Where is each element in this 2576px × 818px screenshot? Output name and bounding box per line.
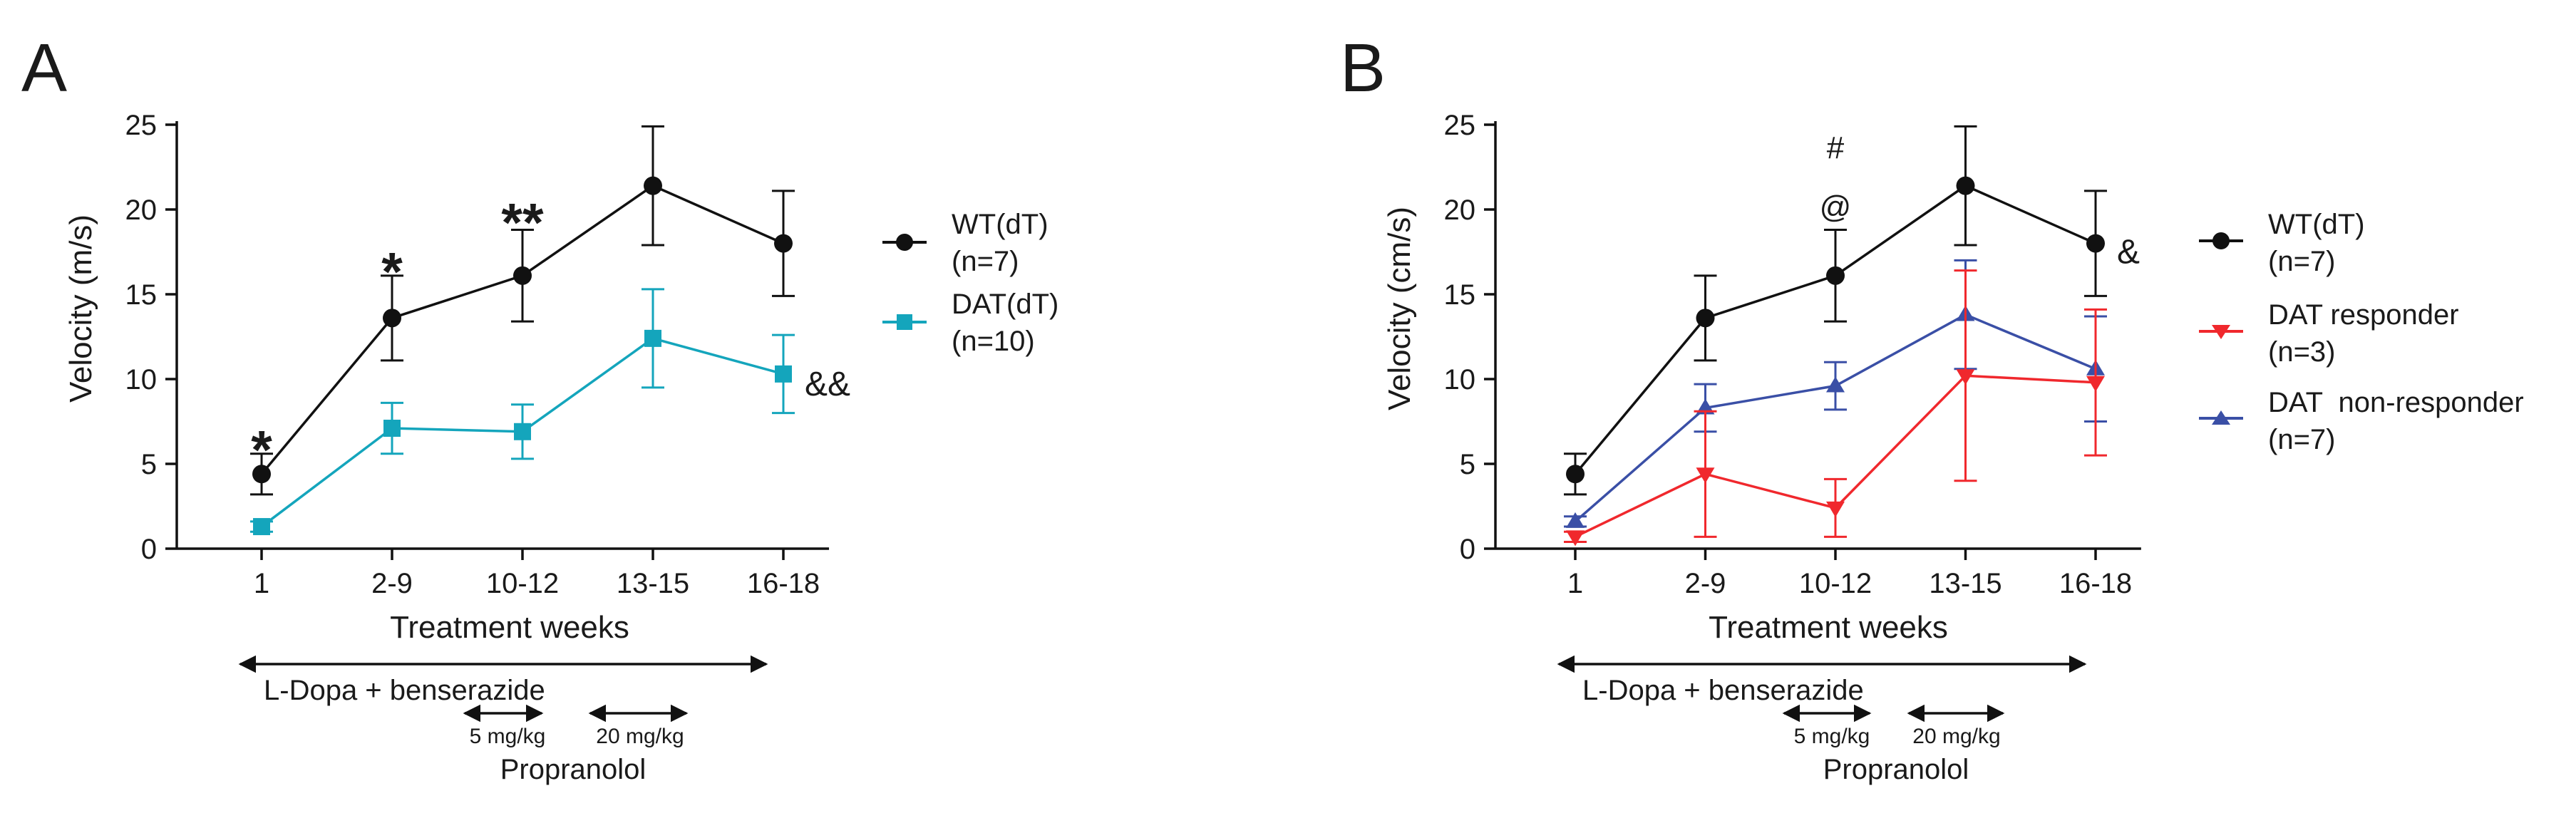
panel-b-y-tick-label: 0 bbox=[1460, 534, 1475, 565]
panel-a-series-1-point bbox=[644, 329, 661, 347]
panel-b-significance-mark: # bbox=[1827, 130, 1845, 165]
panel-a-legend: WT(dT) (n=7) DAT(dT) (n=10) bbox=[882, 209, 1058, 357]
panel-a-series-1-point bbox=[775, 365, 792, 383]
legend-label-responder: DAT responder bbox=[2268, 299, 2459, 331]
panel-b-y-tick-label: 15 bbox=[1444, 279, 1476, 311]
main-treatment-label-b: L-Dopa + benserazide bbox=[1582, 675, 1864, 706]
panel-a-y-tick-label: 15 bbox=[125, 279, 158, 311]
legend-n-dat: (n=10) bbox=[952, 326, 1035, 357]
panel-b-series-0-point bbox=[2086, 234, 2105, 253]
panel-b-treatment-annotations: L-Dopa + benserazide 5 mg/kg 20 mg/kg Pr… bbox=[1557, 655, 2087, 785]
legend-item-wt: WT(dT) (n=7) bbox=[882, 209, 1049, 277]
panel-b-x-tick-label: 10-12 bbox=[1799, 568, 1872, 599]
legend-marker-responder bbox=[2212, 325, 2230, 339]
panel-b-significance-mark: @ bbox=[1820, 190, 1852, 224]
dose-20-label: 20 mg/kg bbox=[596, 725, 684, 748]
legend-label-wt-b: WT(dT) bbox=[2268, 209, 2365, 240]
panel-a-series-1-point bbox=[514, 423, 531, 440]
legend-marker-nonresponder bbox=[2212, 410, 2230, 425]
panel-a-significance-mark: && bbox=[805, 366, 850, 403]
legend-item-wt-b: WT(dT) (n=7) bbox=[2199, 209, 2365, 277]
panel-b-x-tick-label: 2-9 bbox=[1685, 568, 1726, 599]
panel-a-x-tick-label: 10-12 bbox=[486, 568, 559, 599]
panel-b-series-1-point bbox=[1956, 369, 1975, 385]
panel-a-x-axis-title: Treatment weeks bbox=[390, 610, 629, 645]
panel-b-letter: B bbox=[1340, 30, 1386, 106]
legend-label-dat: DAT(dT) bbox=[952, 289, 1058, 320]
panel-a-series-0-point bbox=[644, 176, 662, 195]
legend-n-wt: (n=7) bbox=[952, 246, 1019, 277]
panel-a-x-tick-label: 2-9 bbox=[371, 568, 413, 599]
panel-b-significance-mark: & bbox=[2117, 234, 2140, 271]
legend-label-nonresponder: DAT non-responder bbox=[2268, 387, 2524, 418]
panel-a-series-1-point bbox=[253, 518, 270, 536]
panel-b-x-axis-title: Treatment weeks bbox=[1709, 610, 1948, 645]
panel-b-x-tick-label: 1 bbox=[1567, 568, 1583, 599]
panel-a-x-tick-label: 13-15 bbox=[617, 568, 689, 599]
panel-b-series-2-point bbox=[1826, 376, 1845, 393]
legend-n-responder: (n=3) bbox=[2268, 336, 2336, 368]
panel-a-y-tick-label: 5 bbox=[141, 449, 157, 480]
dose-5-label: 5 mg/kg bbox=[470, 725, 546, 748]
panel-b-series-0-point bbox=[1956, 176, 1975, 195]
chart-panel-b: B 0 5 10 15 20 25 1 2-9 10-12 13-15 16-18 # @ & Veloc… bbox=[1340, 30, 2524, 785]
legend-n-nonresponder: (n=7) bbox=[2268, 424, 2336, 455]
panel-a-y-tick-label: 20 bbox=[125, 195, 158, 226]
panel-b-y-tick-label: 10 bbox=[1444, 364, 1476, 395]
panel-a-letter: A bbox=[21, 30, 67, 106]
legend-item-nonresponder: DAT non-responder (n=7) bbox=[2199, 387, 2524, 455]
panel-b-series-1-point bbox=[1696, 467, 1715, 484]
panel-a-series-1-point bbox=[383, 420, 401, 438]
panel-b-series-0-point bbox=[1566, 465, 1585, 484]
panel-b-y-tick-label: 5 bbox=[1460, 449, 1475, 480]
panel-b-series-0-point bbox=[1826, 266, 1845, 285]
panel-b-x-tick-label: 16-18 bbox=[2059, 568, 2132, 599]
legend-marker-dat bbox=[897, 314, 912, 330]
panel-b-y-axis-title: Velocity (cm/s) bbox=[1382, 207, 1417, 410]
panel-a-series-0-point bbox=[383, 309, 401, 328]
panel-a-significance-mark: * bbox=[381, 242, 403, 303]
panel-b-y-tick-label: 20 bbox=[1444, 195, 1476, 226]
panel-a-y-tick-label: 10 bbox=[125, 364, 158, 395]
panel-b-y-tick-label: 25 bbox=[1444, 110, 1476, 141]
drug-label: Propranolol bbox=[500, 754, 646, 785]
main-treatment-label: L-Dopa + benserazide bbox=[264, 675, 545, 706]
drug-label-b: Propranolol bbox=[1823, 754, 1969, 785]
legend-label-wt: WT(dT) bbox=[952, 209, 1049, 240]
panel-a-series-0-point bbox=[774, 234, 793, 253]
panel-a-y-axis-title: Velocity (m/s) bbox=[63, 214, 98, 403]
dose-20-label-b: 20 mg/kg bbox=[1912, 725, 2000, 748]
panel-b-series-1-point bbox=[1826, 501, 1845, 517]
legend-marker-wt bbox=[896, 234, 913, 251]
panel-a-significance-mark: ** bbox=[501, 193, 544, 254]
panel-a-y-tick-label: 25 bbox=[125, 110, 158, 141]
panel-b-series-1-point bbox=[2086, 376, 2105, 392]
panel-b-x-tick-label: 13-15 bbox=[1929, 568, 2001, 599]
panel-a-x-tick-label: 1 bbox=[254, 568, 269, 599]
panel-a-x-tick-label: 16-18 bbox=[747, 568, 820, 599]
panel-a-series-0-point bbox=[513, 266, 532, 285]
panel-b-plot: 0 5 10 15 20 25 1 2-9 10-12 13-15 16-18 # @ & bbox=[1444, 110, 2141, 599]
panel-b-series-0-point bbox=[1696, 309, 1715, 328]
panel-b-series-1-point bbox=[1566, 530, 1585, 547]
panel-a-treatment-annotations: L-Dopa + benserazide 5 mg/kg 20 mg/kg Pr… bbox=[238, 655, 768, 785]
panel-a-series-0-point bbox=[252, 465, 271, 484]
legend-item-responder: DAT responder (n=3) bbox=[2199, 299, 2459, 368]
legend-n-wt-b: (n=7) bbox=[2268, 246, 2336, 277]
panel-b-series-2-point bbox=[1566, 512, 1585, 528]
legend-marker-wt-b bbox=[2212, 232, 2230, 249]
panel-a-significance-mark: * bbox=[251, 420, 272, 481]
panel-a-y-tick-label: 0 bbox=[141, 534, 157, 565]
panel-b-legend: WT(dT) (n=7) DAT responder (n=3) DAT non… bbox=[2199, 209, 2524, 455]
dose-5-label-b: 5 mg/kg bbox=[1794, 725, 1870, 748]
legend-item-dat: DAT(dT) (n=10) bbox=[882, 289, 1058, 357]
